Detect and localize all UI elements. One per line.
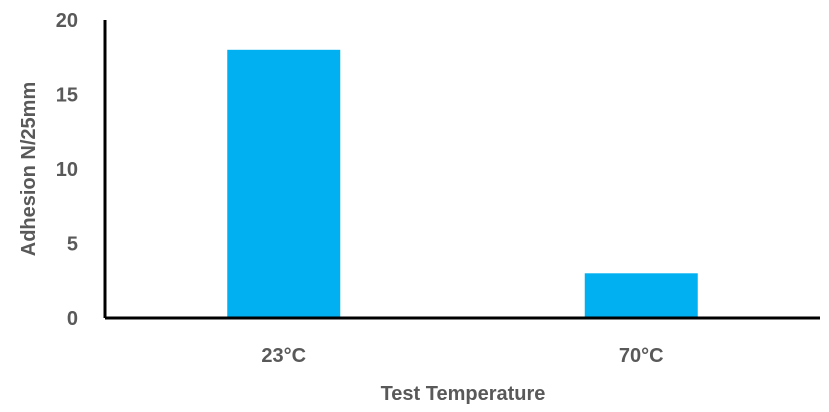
y-tick-label: 0 — [67, 308, 78, 330]
x-axis-ticks: 23°C 70°C — [261, 345, 663, 367]
x-tick-label: 23°C — [261, 345, 306, 367]
y-axis-ticks: 0 5 10 15 20 — [56, 10, 78, 330]
y-tick-label: 5 — [67, 234, 78, 256]
y-tick-label: 20 — [56, 10, 78, 32]
y-axis-title: Adhesion N/25mm — [18, 82, 40, 256]
bar — [227, 49, 341, 319]
x-tick-label: 70°C — [619, 345, 664, 367]
x-axis-title: Test Temperature — [381, 383, 546, 405]
bar — [584, 273, 698, 318]
bars — [227, 49, 698, 319]
y-tick-label: 10 — [56, 159, 78, 181]
y-tick-label: 15 — [56, 85, 78, 107]
